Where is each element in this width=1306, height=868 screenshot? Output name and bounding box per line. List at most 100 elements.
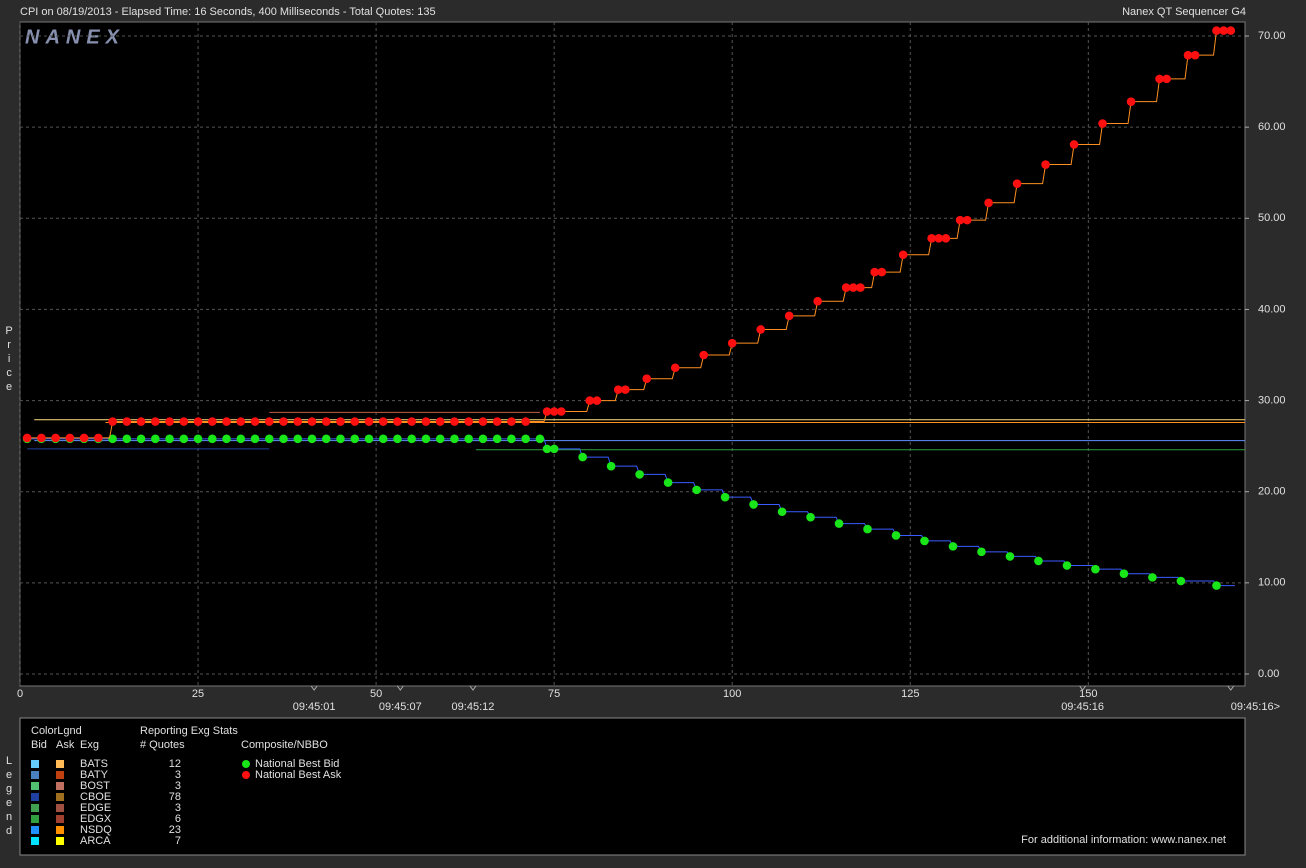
quote-dot [806,512,815,522]
x-tick-label: 75 [548,688,560,700]
quote-dot [535,434,545,444]
quote-dot [193,417,203,426]
quote-dot [293,434,303,444]
quote-dot [777,507,787,517]
legend-exchange: CBOE [80,791,111,803]
legend-composite-title: Composite/NBBO [241,739,328,751]
legend-quotes: 6 [175,813,181,825]
legend-bid-swatch [31,826,39,834]
plot-area [19,21,1246,687]
quote-dot [699,350,709,360]
quote-dot [1012,179,1022,188]
legend-ask-swatch [56,815,64,823]
quote-dot [720,492,730,502]
legend-box [19,717,1246,856]
quote-dot [236,434,246,444]
quote-dot [507,417,516,426]
legend-ask-swatch [56,804,64,812]
quote-dot [122,417,132,426]
legend-exchange: EDGX [80,813,112,825]
legend-nbbo-label: National Best Ask [255,769,342,781]
legend-ask-swatch [56,782,64,790]
quote-dot [727,338,737,348]
quote-dot [841,283,851,292]
quote-dot [962,215,972,225]
legend-quotes: 7 [175,835,181,847]
quote-dot [592,396,602,405]
quote-dot [613,385,623,394]
legend-bid-swatch [31,760,39,768]
legend-bid-swatch [31,782,39,790]
quote-dot [450,417,459,426]
x-tick-label: 50 [370,688,382,700]
legend-quotes: 23 [169,824,181,836]
quote-dot [179,417,189,426]
legend-ask-swatch [56,771,64,779]
quote-dot [941,234,951,243]
legend-ask-swatch [56,826,64,834]
legend-bid-swatch [31,771,39,779]
quote-dot [122,434,132,444]
time-tick-label: 09:45:01 [293,701,336,713]
x-tick-label: 125 [901,688,919,700]
quote-dot [948,542,958,551]
quote-dot [1034,556,1043,566]
legend-exchange: NSDQ [80,824,112,836]
y-tick-label: 70.00 [1258,30,1286,42]
quote-dot [307,417,317,426]
time-tick [1227,685,1235,691]
legend-exchange: BATY [80,769,109,781]
x-tick-label: 0 [17,688,23,700]
quote-dot [877,267,887,277]
legend-title: Legend [3,755,15,839]
product-name: Nanex QT Sequencer G4 [1122,6,1246,18]
quote-dot [350,434,360,444]
time-tick [310,685,318,691]
quote-dot [321,417,331,426]
quote-dot [336,417,345,426]
quote-dot [1041,160,1050,169]
quote-dot [1098,119,1107,128]
quote-dot [1062,561,1072,570]
quote-dot [279,434,288,444]
quote-dot [1176,576,1186,586]
legend-header: Ask [56,739,75,751]
time-tick [469,685,477,691]
quote-dot [435,434,445,444]
legend-quotes: 3 [175,802,181,814]
quote-dot [407,417,417,426]
quote-dot [542,407,552,416]
quote-dot [521,434,530,444]
quote-dot [578,452,587,462]
quote-dot [65,433,75,443]
y-tick-label: 0.00 [1258,668,1279,680]
quote-dot [507,434,516,444]
watermark: NANEX [25,26,125,48]
quote-dot [621,385,630,394]
quote-dot [393,434,402,444]
time-tick-label: 09:45:12 [452,701,495,713]
quote-dot [435,417,445,426]
quote-dot [264,434,274,444]
quote-dot [236,417,246,426]
quote-dot [108,434,117,444]
quote-dot [264,417,274,426]
quote-dot [834,519,844,528]
quote-dot [165,434,174,444]
legend-ask-swatch [56,760,64,768]
legend-stats-title: Reporting Exg Stats [140,725,238,737]
quote-dot [136,417,146,426]
quote-dot [207,417,217,426]
quote-dot [920,536,929,546]
quote-dot [1091,564,1100,574]
quote-dot [784,311,794,321]
quote-dot [293,417,303,426]
quote-dot [977,547,986,557]
quote-dot [207,434,217,444]
quote-dot [22,433,32,443]
legend-quotes: 3 [175,769,181,781]
quote-dot [635,470,644,479]
quote-dot [891,531,901,540]
quote-dot [492,417,502,426]
